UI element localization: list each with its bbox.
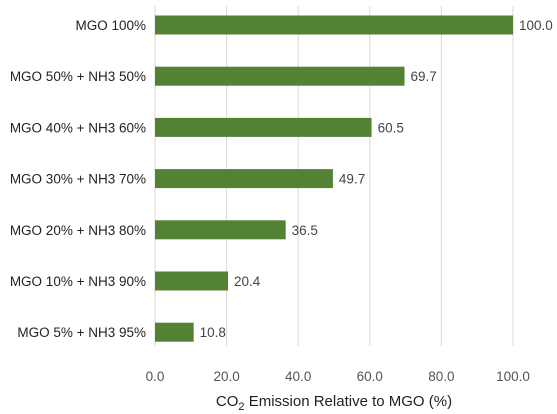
bars — [155, 15, 513, 342]
x-axis-title: CO2 Emission Relative to MGO (%) — [216, 393, 452, 413]
category-label: MGO 100% — [75, 18, 146, 33]
data-label: 10.8 — [200, 325, 226, 340]
bar — [155, 117, 372, 137]
category-label: MGO 20% + NH3 80% — [10, 223, 146, 238]
x-tick-label: 80.0 — [428, 369, 454, 384]
data-label: 20.4 — [234, 274, 261, 289]
bar — [155, 66, 405, 86]
x-tick-label: 20.0 — [213, 369, 239, 384]
x-tick-label: 0.0 — [146, 369, 165, 384]
bar — [155, 322, 194, 342]
data-label: 36.5 — [292, 223, 318, 238]
bar — [155, 169, 333, 189]
x-axis-title-subscript: 2 — [238, 401, 244, 413]
data-label: 49.7 — [339, 172, 365, 187]
bar — [155, 271, 229, 291]
data-labels: 100.0 69.7 60.5 49.7 36.5 20.4 10.8 — [200, 18, 553, 340]
category-label: MGO 40% + NH3 60% — [10, 120, 146, 135]
data-label: 69.7 — [411, 69, 437, 84]
x-axis-title-prefix: CO — [216, 393, 239, 410]
x-axis-title-suffix: Emission Relative to MGO (%) — [245, 393, 453, 410]
category-label: MGO 30% + NH3 70% — [10, 172, 146, 187]
x-tick-label: 100.0 — [496, 369, 530, 384]
data-label: 100.0 — [519, 18, 553, 33]
bar — [155, 15, 513, 35]
bar — [155, 220, 286, 240]
x-tick-labels: 0.0 20.0 40.0 60.0 80.0 100.0 — [146, 369, 530, 384]
x-tick-label: 40.0 — [285, 369, 311, 384]
x-tick-label: 60.0 — [357, 369, 383, 384]
category-label: MGO 5% + NH3 95% — [17, 325, 146, 340]
category-label: MGO 10% + NH3 90% — [10, 274, 146, 289]
category-labels: MGO 100% MGO 50% + NH3 50% MGO 40% + NH3 6… — [10, 18, 146, 340]
data-label: 60.5 — [378, 120, 404, 135]
category-label: MGO 50% + NH3 50% — [10, 69, 146, 84]
